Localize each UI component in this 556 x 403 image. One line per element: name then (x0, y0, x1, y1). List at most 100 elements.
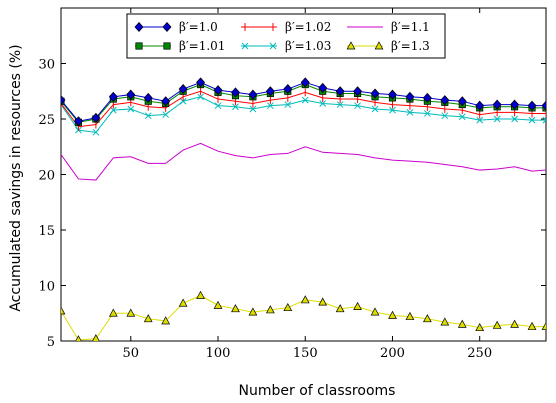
series-5-point-24 (475, 322, 485, 332)
series-3-point-10 (232, 103, 239, 111)
series-0-point-28 (541, 100, 546, 111)
x-tick-label-50: 50 (123, 346, 140, 361)
series-5-point-7 (178, 298, 188, 307)
series-0-point-20 (405, 91, 415, 102)
series-0-point-27 (527, 100, 537, 111)
y-tick-label-5: 5 (47, 335, 55, 350)
series-0-point-2 (91, 112, 101, 123)
series-0-point-24 (475, 100, 485, 111)
series-3-point-18 (371, 105, 379, 113)
series-3-point-19 (389, 106, 396, 114)
series-5-point-6 (161, 316, 171, 325)
series-0-point-11 (248, 89, 258, 100)
series-0-point-0 (61, 95, 66, 106)
series-5-point-15 (318, 297, 328, 306)
series-5-point-13 (283, 302, 293, 312)
legend-marker-1a (135, 42, 143, 50)
legend-label-0: β′=1.0 (179, 20, 218, 34)
series-0 (61, 77, 546, 127)
series-0-point-25 (492, 99, 502, 110)
series-0-point-19 (388, 89, 397, 100)
series-0-point-23 (457, 96, 467, 107)
x-tick-label-100: 100 (206, 346, 231, 361)
legend-marker-1b (163, 42, 171, 50)
x-axis-label: Number of classrooms (239, 383, 396, 399)
x-tick-label-250: 250 (467, 346, 492, 361)
series-5-point-26 (510, 319, 519, 328)
series-5-point-9 (213, 300, 223, 309)
series-3-point-12 (266, 102, 274, 110)
legend-label-1: β′=1.01 (179, 39, 225, 53)
series-3-point-4 (127, 105, 135, 113)
series-0-point-15 (318, 82, 328, 93)
series-3-point-17 (354, 102, 361, 110)
series-5-point-1 (75, 335, 82, 341)
series-5-point-16 (335, 304, 345, 313)
series-3-point-8 (197, 93, 204, 101)
legend-box (126, 13, 446, 59)
series-3-point-23 (458, 113, 466, 121)
series-4 (61, 142, 546, 181)
series-5-point-8 (196, 290, 205, 299)
series-3-point-25 (493, 115, 501, 123)
series-0-point-13 (283, 84, 293, 95)
y-tick-label-30: 30 (38, 58, 55, 73)
series-5-point-25 (492, 320, 502, 329)
series-3-point-28 (542, 116, 546, 124)
series-5-point-14 (300, 295, 310, 304)
y-tick-label-20: 20 (38, 169, 55, 184)
legend-label-3: β′=1.03 (285, 39, 331, 53)
series-5-point-20 (405, 311, 415, 320)
series-5-point-21 (422, 314, 432, 323)
x-tick-label-200: 200 (380, 346, 405, 361)
series-0-point-12 (265, 86, 275, 97)
series-0-point-8 (196, 77, 206, 88)
legend-marker-0b (162, 21, 172, 33)
series-5-point-10 (231, 304, 240, 313)
legend-marker-0a (134, 21, 144, 33)
series-5-point-23 (457, 319, 467, 328)
series-5-point-5 (143, 314, 153, 323)
series-0-point-22 (440, 95, 450, 106)
series-3-point-2 (92, 128, 100, 136)
series-5-point-22 (440, 317, 450, 326)
series-2 (61, 87, 546, 131)
series-5 (61, 290, 546, 341)
series-0-point-10 (230, 87, 240, 98)
series-5-point-0 (61, 306, 66, 315)
legend-label-4: β′=1.1 (391, 20, 430, 34)
series-0-point-6 (161, 96, 171, 107)
series-3-point-21 (424, 110, 431, 117)
series-line-4 (61, 142, 546, 181)
series-5-point-3 (108, 308, 118, 317)
legend: β′=1.0 β′=1.01 β′=1.02 β′=1.03 β′=1.1 β′=1.3 (126, 13, 446, 59)
series-5-point-18 (370, 307, 380, 316)
legend-marker-5a (346, 41, 356, 50)
series-0-point-9 (213, 85, 223, 96)
legend-marker-5b (374, 41, 384, 50)
series-3-point-14 (301, 96, 309, 104)
series-0-point-1 (73, 116, 83, 127)
series-0-point-14 (300, 77, 310, 88)
series-5-point-28 (541, 321, 546, 330)
series-0-point-5 (143, 92, 153, 103)
series-3-point-3 (109, 106, 117, 114)
y-axis-label: Accumulated savings in resources (%) (8, 44, 24, 311)
series-5-point-12 (265, 305, 275, 314)
series-3 (61, 93, 546, 136)
series-3-point-13 (284, 101, 292, 108)
series-0-point-3 (108, 91, 118, 102)
series-0-point-17 (353, 86, 363, 97)
legend-marker-3a (241, 42, 249, 50)
series-5-point-27 (527, 321, 537, 330)
series-3-point-20 (406, 108, 414, 116)
series-3-point-26 (511, 115, 518, 123)
series-0-point-7 (178, 84, 188, 95)
y-tick-label-25: 25 (38, 113, 55, 128)
series-5-point-19 (388, 310, 397, 319)
y-tick-label-15: 15 (38, 224, 55, 239)
series-0-point-16 (335, 86, 345, 97)
series-3-point-22 (441, 112, 449, 120)
series-3-point-7 (179, 97, 187, 105)
